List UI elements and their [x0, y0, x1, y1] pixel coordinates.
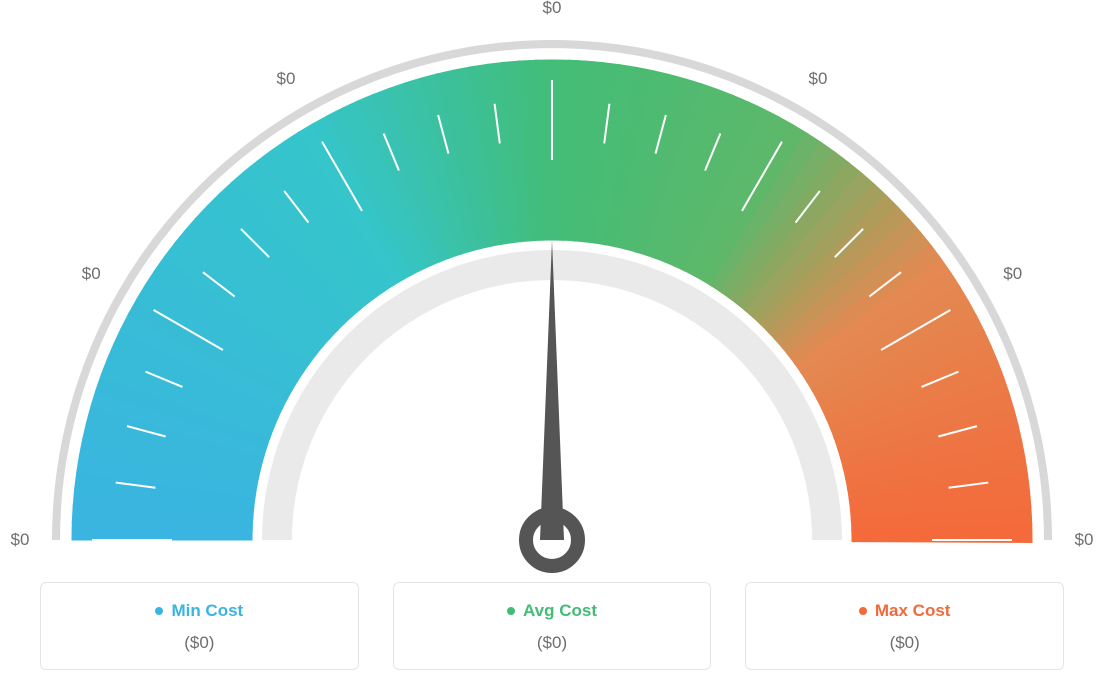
gauge-tick-label: $0	[543, 0, 562, 18]
gauge-svg	[0, 20, 1104, 580]
legend-value-min: ($0)	[41, 633, 358, 653]
gauge-tick-label: $0	[11, 530, 30, 550]
gauge-tick-label: $0	[277, 69, 296, 89]
gauge-tick-label: $0	[809, 69, 828, 89]
gauge-tick-label: $0	[82, 264, 101, 284]
legend-title-avg: Avg Cost	[507, 601, 597, 621]
legend-dot-avg	[507, 607, 515, 615]
legend-dot-min	[155, 607, 163, 615]
legend-title-max: Max Cost	[859, 601, 951, 621]
gauge-tick-label: $0	[1075, 530, 1094, 550]
legend-card-max: Max Cost ($0)	[745, 582, 1064, 670]
gauge-chart: $0 $0 $0 $0 $0 $0 $0	[0, 0, 1104, 560]
legend-card-min: Min Cost ($0)	[40, 582, 359, 670]
gauge-tick-label: $0	[1003, 264, 1022, 284]
legend-label-avg: Avg Cost	[523, 601, 597, 621]
legend-value-max: ($0)	[746, 633, 1063, 653]
legend-value-avg: ($0)	[394, 633, 711, 653]
legend-label-max: Max Cost	[875, 601, 951, 621]
legend-dot-max	[859, 607, 867, 615]
legend-card-avg: Avg Cost ($0)	[393, 582, 712, 670]
legend-label-min: Min Cost	[171, 601, 243, 621]
legend-title-min: Min Cost	[155, 601, 243, 621]
legend-row: Min Cost ($0) Avg Cost ($0) Max Cost ($0…	[0, 582, 1104, 670]
